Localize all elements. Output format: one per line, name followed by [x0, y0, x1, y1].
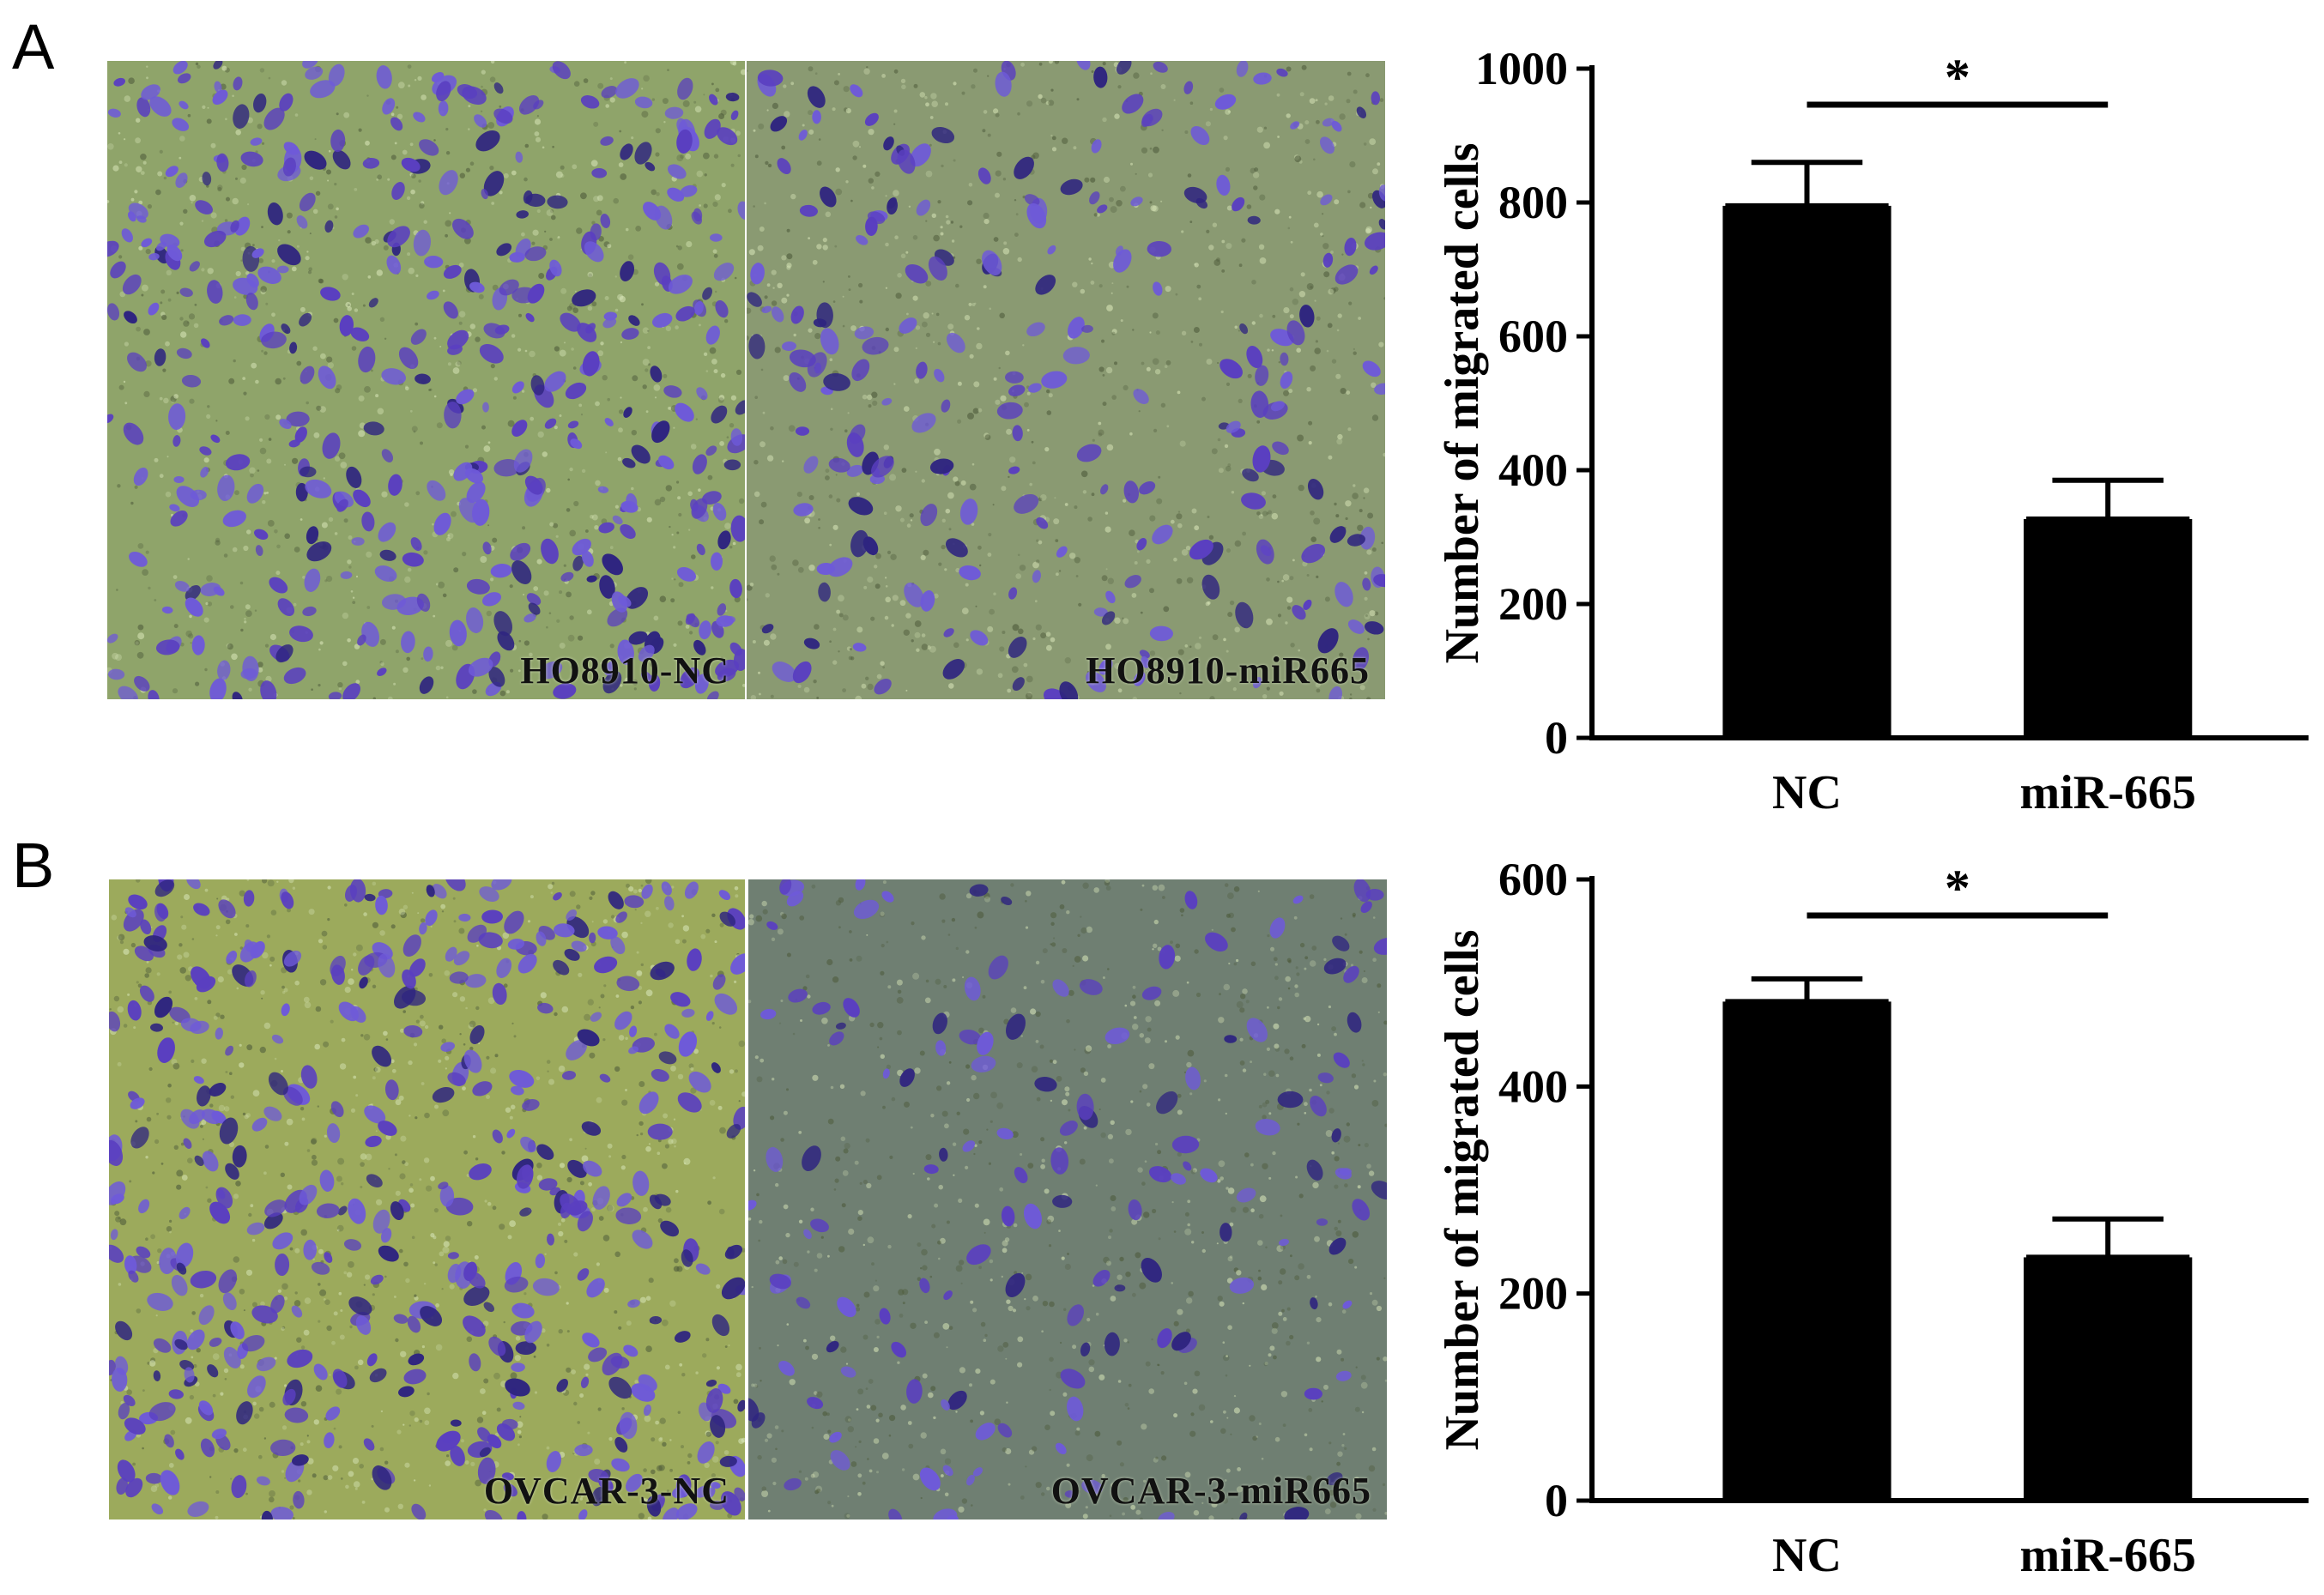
y-axis-label: Number of migrated cells [1436, 142, 1489, 663]
y-tick-label: 200 [1498, 1268, 1568, 1320]
bar-nc [1722, 205, 1891, 738]
y-tick-label: 400 [1498, 1060, 1568, 1112]
stained-cells [107, 61, 745, 699]
significance-star: * [1945, 49, 1970, 106]
x-category-label: miR-665 [2020, 1529, 2196, 1582]
bar-mir-665 [2024, 1257, 2193, 1501]
y-tick-label: 600 [1498, 311, 1568, 362]
y-tick-label: 400 [1498, 444, 1568, 496]
micrograph-caption: OVCAR-3-NC [483, 1470, 729, 1512]
stained-cells [109, 879, 745, 1519]
micrograph-ho8910-mir665: HO8910-miR665 [747, 61, 1385, 699]
panel-b-letter: B [12, 830, 55, 901]
x-category-label: NC [1772, 766, 1842, 819]
bar-nc [1722, 1001, 1891, 1501]
bar-chart-b: Number of migrated cells 0 200 400 600 NC miR-… [1425, 837, 2317, 1595]
micrograph-caption: HO8910-NC [520, 649, 729, 692]
y-tick-label: 0 [1545, 1475, 1568, 1526]
y-axis-label: Number of migrated cells [1436, 929, 1489, 1450]
bar-mir-665 [2024, 518, 2193, 738]
micrograph-ovcar3-mir665: OVCAR-3-miR665 [748, 879, 1387, 1519]
y-tick-label: 0 [1545, 712, 1568, 764]
stained-cells [747, 61, 1385, 699]
micrograph-ovcar3-nc: OVCAR-3-NC [109, 879, 745, 1519]
y-tick-label: 800 [1498, 177, 1568, 228]
x-category-label: miR-665 [2020, 766, 2196, 819]
significance-star: * [1945, 860, 1970, 916]
stained-cells [748, 879, 1387, 1519]
micrograph-ho8910-nc: HO8910-NC [107, 61, 745, 699]
y-tick-label: 200 [1498, 578, 1568, 630]
bar-chart-a: Number of migrated cells 0 200 400 600 800 100… [1425, 26, 2317, 832]
x-category-label: NC [1772, 1529, 1842, 1582]
y-tick-label: 1000 [1475, 43, 1568, 94]
y-tick-label: 600 [1498, 854, 1568, 905]
panel-a-letter: A [12, 11, 55, 82]
background-texture [748, 879, 1387, 1519]
micrograph-caption: OVCAR-3-miR665 [1050, 1470, 1371, 1512]
micrograph-caption: HO8910-miR665 [1086, 649, 1370, 692]
